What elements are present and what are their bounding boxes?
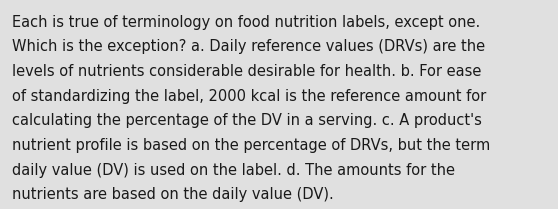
Text: daily value (DV) is used on the label. d. The amounts for the: daily value (DV) is used on the label. d… xyxy=(12,163,455,178)
Text: calculating the percentage of the DV in a serving. c. A product's: calculating the percentage of the DV in … xyxy=(12,113,482,128)
Text: Each is true of terminology on food nutrition labels, except one.: Each is true of terminology on food nutr… xyxy=(12,15,480,30)
Text: of standardizing the label, 2000 kcal is the reference amount for: of standardizing the label, 2000 kcal is… xyxy=(12,89,487,104)
Text: nutrient profile is based on the percentage of DRVs, but the term: nutrient profile is based on the percent… xyxy=(12,138,490,153)
Text: nutrients are based on the daily value (DV).: nutrients are based on the daily value (… xyxy=(12,187,334,202)
Text: Which is the exception? a. Daily reference values (DRVs) are the: Which is the exception? a. Daily referen… xyxy=(12,39,485,54)
Text: levels of nutrients considerable desirable for health. b. For ease: levels of nutrients considerable desirab… xyxy=(12,64,482,79)
